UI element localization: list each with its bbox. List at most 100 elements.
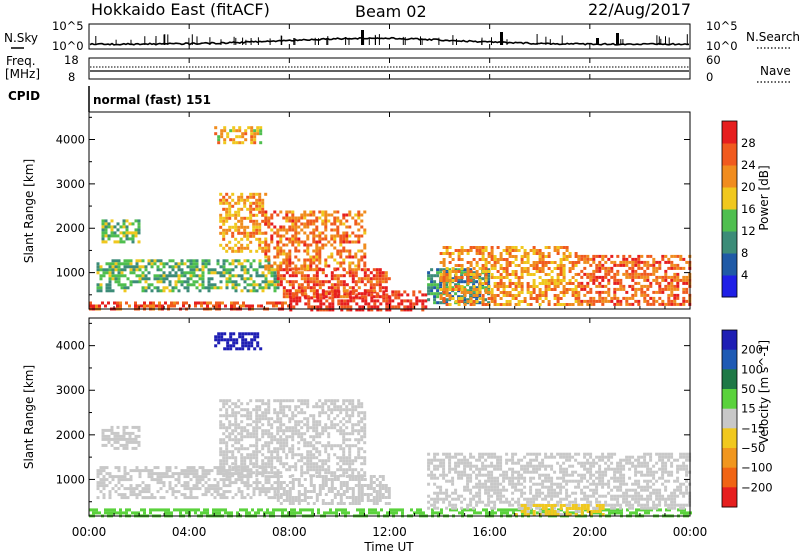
heatmap-cell: [387, 490, 391, 493]
heatmap-cell: [340, 302, 344, 306]
heatmap-cell: [427, 467, 431, 471]
heatmap-cell: [475, 261, 479, 264]
heatmap-cell: [595, 470, 599, 474]
heatmap-cell: [607, 485, 611, 489]
heatmap-cell: [276, 484, 280, 487]
heatmap-cell: [366, 280, 370, 284]
heatmap-cell: [442, 291, 446, 294]
heatmap-cell: [333, 228, 337, 232]
heatmap-cell: [282, 481, 286, 484]
heatmap-cell: [264, 475, 268, 479]
heatmap-cell: [201, 280, 205, 284]
heatmap-cell: [156, 289, 160, 293]
heatmap-cell: [571, 491, 575, 495]
heatmap-cell: [478, 473, 482, 477]
heatmap-cell: [598, 275, 602, 279]
heatmap-cell: [282, 292, 286, 296]
heatmap-cell: [285, 258, 289, 262]
heatmap-cell: [288, 249, 292, 253]
heatmap-cell: [502, 276, 506, 279]
heatmap-cell: [351, 280, 355, 284]
heatmap-cell: [375, 496, 379, 499]
heatmap-cell: [553, 267, 557, 270]
heatmap-cell: [291, 478, 295, 481]
heatmap-cell: [249, 423, 253, 427]
heatmap-cell: [610, 467, 614, 471]
heatmap-cell: [514, 294, 518, 297]
heatmap-cell: [240, 426, 244, 430]
heatmap-cell: [442, 452, 446, 456]
heatmap-cell: [126, 472, 130, 476]
heatmap-cell: [634, 494, 638, 498]
colorbar-segment: [722, 231, 737, 254]
heatmap-cell: [114, 268, 118, 272]
heatmap-cell: [493, 479, 497, 483]
heatmap-cell: [234, 210, 238, 214]
heatmap-cell: [544, 291, 548, 294]
heatmap-cell: [511, 246, 515, 249]
heatmap-cell: [514, 249, 518, 252]
heatmap-cell: [592, 510, 596, 513]
heatmap-cell: [380, 508, 383, 512]
heatmap-cell: [307, 305, 311, 309]
heatmap-cell: [649, 473, 653, 477]
heatmap-cell: [117, 466, 121, 470]
heatmap-cell: [631, 464, 635, 468]
heatmap-cell: [119, 237, 123, 241]
heatmap-cell: [153, 277, 157, 281]
heatmap-cell: [261, 399, 265, 403]
heatmap-cell: [409, 305, 413, 309]
heatmap-cell: [225, 469, 229, 473]
heatmap-cell: [487, 464, 491, 468]
heatmap-cell: [643, 497, 647, 501]
heatmap-cell: [637, 485, 641, 489]
heatmap-cell: [113, 231, 117, 235]
heatmap-cell: [101, 231, 105, 235]
heatmap-cell: [478, 485, 482, 489]
heatmap-cell: [565, 288, 569, 291]
heatmap-cell: [378, 487, 382, 490]
heatmap-cell: [312, 292, 316, 296]
heatmap-cell: [553, 261, 557, 264]
heatmap-cell: [288, 240, 292, 244]
heatmap-cell: [246, 478, 250, 482]
heatmap-cell: [195, 481, 199, 485]
heatmap-cell: [463, 455, 467, 459]
heatmap-cell: [532, 510, 536, 513]
heatmap-cell: [529, 249, 533, 252]
heatmap-cell: [276, 267, 280, 271]
heatmap-cell: [580, 275, 584, 279]
heatmap-cell: [267, 216, 271, 220]
heatmap-cell: [511, 261, 515, 264]
heatmap-cell: [439, 273, 443, 276]
heatmap-cell: [676, 272, 680, 276]
heatmap-cell: [201, 265, 205, 269]
heatmap-cell: [291, 499, 295, 502]
heatmap-cell: [490, 249, 494, 252]
heatmap-cell: [631, 266, 635, 270]
heatmap-cell: [463, 249, 467, 252]
heatmap-cell: [487, 301, 491, 305]
heatmap-cell: [360, 255, 364, 259]
heatmap-cell: [658, 263, 662, 267]
heatmap-cell: [198, 274, 202, 278]
heatmap-cell: [222, 228, 226, 232]
heatmap-cell: [369, 286, 373, 290]
heatmap-cell: [318, 490, 322, 493]
heatmap-cell: [460, 252, 464, 255]
heatmap-cell: [237, 438, 241, 442]
heatmap-cell: [123, 265, 127, 269]
heatmap-cell: [246, 289, 250, 293]
heatmap-cell: [625, 263, 629, 267]
heatmap-cell: [466, 485, 470, 489]
heatmap-cell: [643, 284, 647, 288]
heatmap-cell: [406, 299, 410, 303]
heatmap-cell: [288, 261, 292, 265]
heatmap-cell: [143, 511, 146, 515]
heatmap-cell: [371, 508, 374, 512]
heatmap-cell: [523, 497, 527, 501]
heatmap-cell: [195, 286, 199, 290]
heatmap-cell: [460, 461, 464, 465]
heatmap-cell: [237, 405, 241, 409]
heatmap-cell: [183, 469, 187, 473]
